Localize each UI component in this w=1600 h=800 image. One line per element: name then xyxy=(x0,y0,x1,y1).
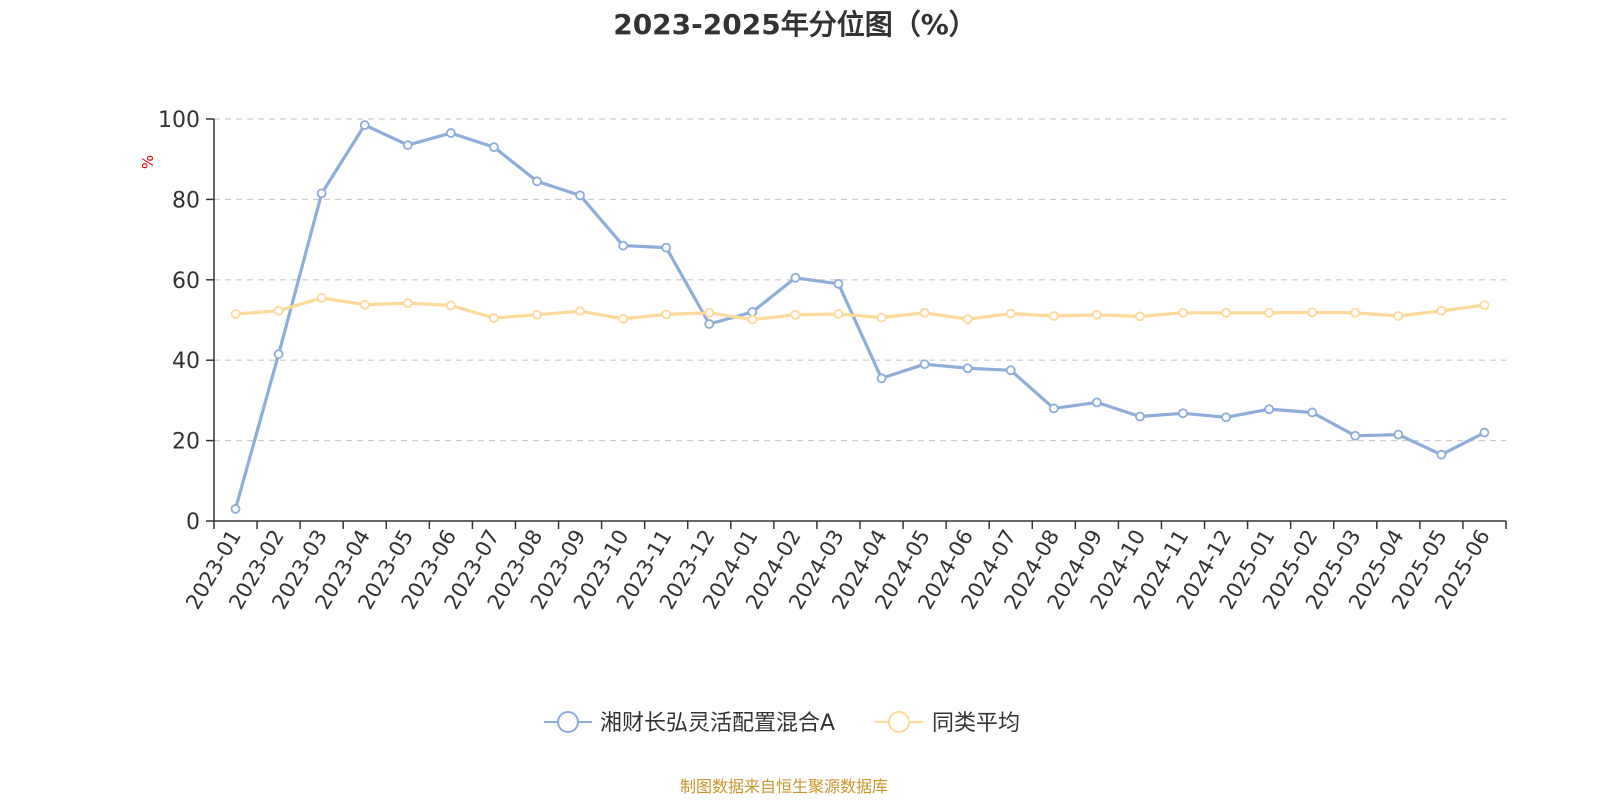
data-point xyxy=(532,176,542,187)
data-point xyxy=(1393,429,1404,440)
data-point xyxy=(1221,412,1231,423)
data-point xyxy=(962,314,973,325)
source-note: 制图数据来自恒生聚源数据库 xyxy=(680,777,888,796)
data-point xyxy=(1091,309,1102,320)
legend-item-1[interactable]: 湘财长弘灵活配置混合A xyxy=(600,711,835,736)
data-point xyxy=(747,314,758,325)
legend-marker-icon-2 xyxy=(888,711,910,733)
series-lines xyxy=(230,120,1490,514)
data-point xyxy=(532,309,542,320)
data-point xyxy=(1221,307,1231,318)
legend-marker-icon-1 xyxy=(557,711,579,733)
data-point xyxy=(1048,403,1059,414)
y-tick-label: 40 xyxy=(172,349,200,374)
data-point xyxy=(1005,365,1016,376)
data-point xyxy=(833,309,844,319)
data-point xyxy=(790,309,801,320)
data-point xyxy=(1436,449,1447,460)
data-point xyxy=(445,128,456,138)
gridlines xyxy=(214,118,1506,442)
data-point xyxy=(790,272,801,283)
data-point xyxy=(1178,307,1188,318)
data-point xyxy=(876,373,887,384)
data-point xyxy=(489,142,499,153)
legend-item-2[interactable]: 同类平均 xyxy=(932,711,1020,736)
data-point xyxy=(833,278,844,289)
data-point xyxy=(661,309,672,320)
data-point xyxy=(876,312,887,323)
data-point xyxy=(1178,408,1188,419)
data-point xyxy=(1479,427,1490,438)
data-point xyxy=(273,305,284,316)
data-point xyxy=(445,300,456,311)
data-point xyxy=(1005,308,1016,319)
data-point xyxy=(1350,307,1361,318)
y-tick-label: 20 xyxy=(172,430,200,455)
data-point xyxy=(1307,307,1318,318)
y-axis-unit-label: % xyxy=(139,155,157,169)
data-point xyxy=(316,188,327,199)
data-point xyxy=(704,307,715,318)
data-point xyxy=(919,307,930,318)
chart-title: 2023-2025年分位图（%） xyxy=(613,8,977,41)
data-point xyxy=(1307,407,1318,418)
data-point xyxy=(230,504,241,514)
series-line-1 xyxy=(233,123,1486,510)
data-point xyxy=(359,120,370,130)
y-tick-label: 80 xyxy=(172,188,200,213)
data-point xyxy=(1264,404,1275,415)
data-point xyxy=(1048,311,1059,321)
data-point xyxy=(1393,311,1404,321)
data-point xyxy=(962,363,973,374)
data-point xyxy=(402,298,413,309)
y-tick-label: 0 xyxy=(186,510,200,535)
data-point xyxy=(618,313,629,324)
data-point xyxy=(1091,397,1102,408)
data-point xyxy=(230,309,241,319)
legend[interactable]: 湘财长弘灵活配置混合A 同类平均 xyxy=(544,711,1020,736)
data-point xyxy=(489,313,499,323)
data-point xyxy=(704,319,715,329)
y-tick-label: 60 xyxy=(172,269,200,294)
data-point xyxy=(1436,305,1447,316)
y-tick-label: 100 xyxy=(158,108,200,133)
data-point xyxy=(273,349,284,360)
series-line-2 xyxy=(235,296,1485,322)
data-point xyxy=(402,140,413,151)
data-point xyxy=(1135,411,1145,422)
data-point xyxy=(575,306,585,317)
data-point xyxy=(661,242,672,253)
data-point xyxy=(919,359,930,370)
data-point xyxy=(1135,311,1145,322)
data-point xyxy=(575,190,585,201)
data-point xyxy=(1479,300,1490,311)
data-point xyxy=(1350,430,1361,441)
data-point xyxy=(359,299,370,310)
data-point xyxy=(316,292,327,303)
data-point xyxy=(1264,307,1275,318)
data-point xyxy=(618,240,629,251)
